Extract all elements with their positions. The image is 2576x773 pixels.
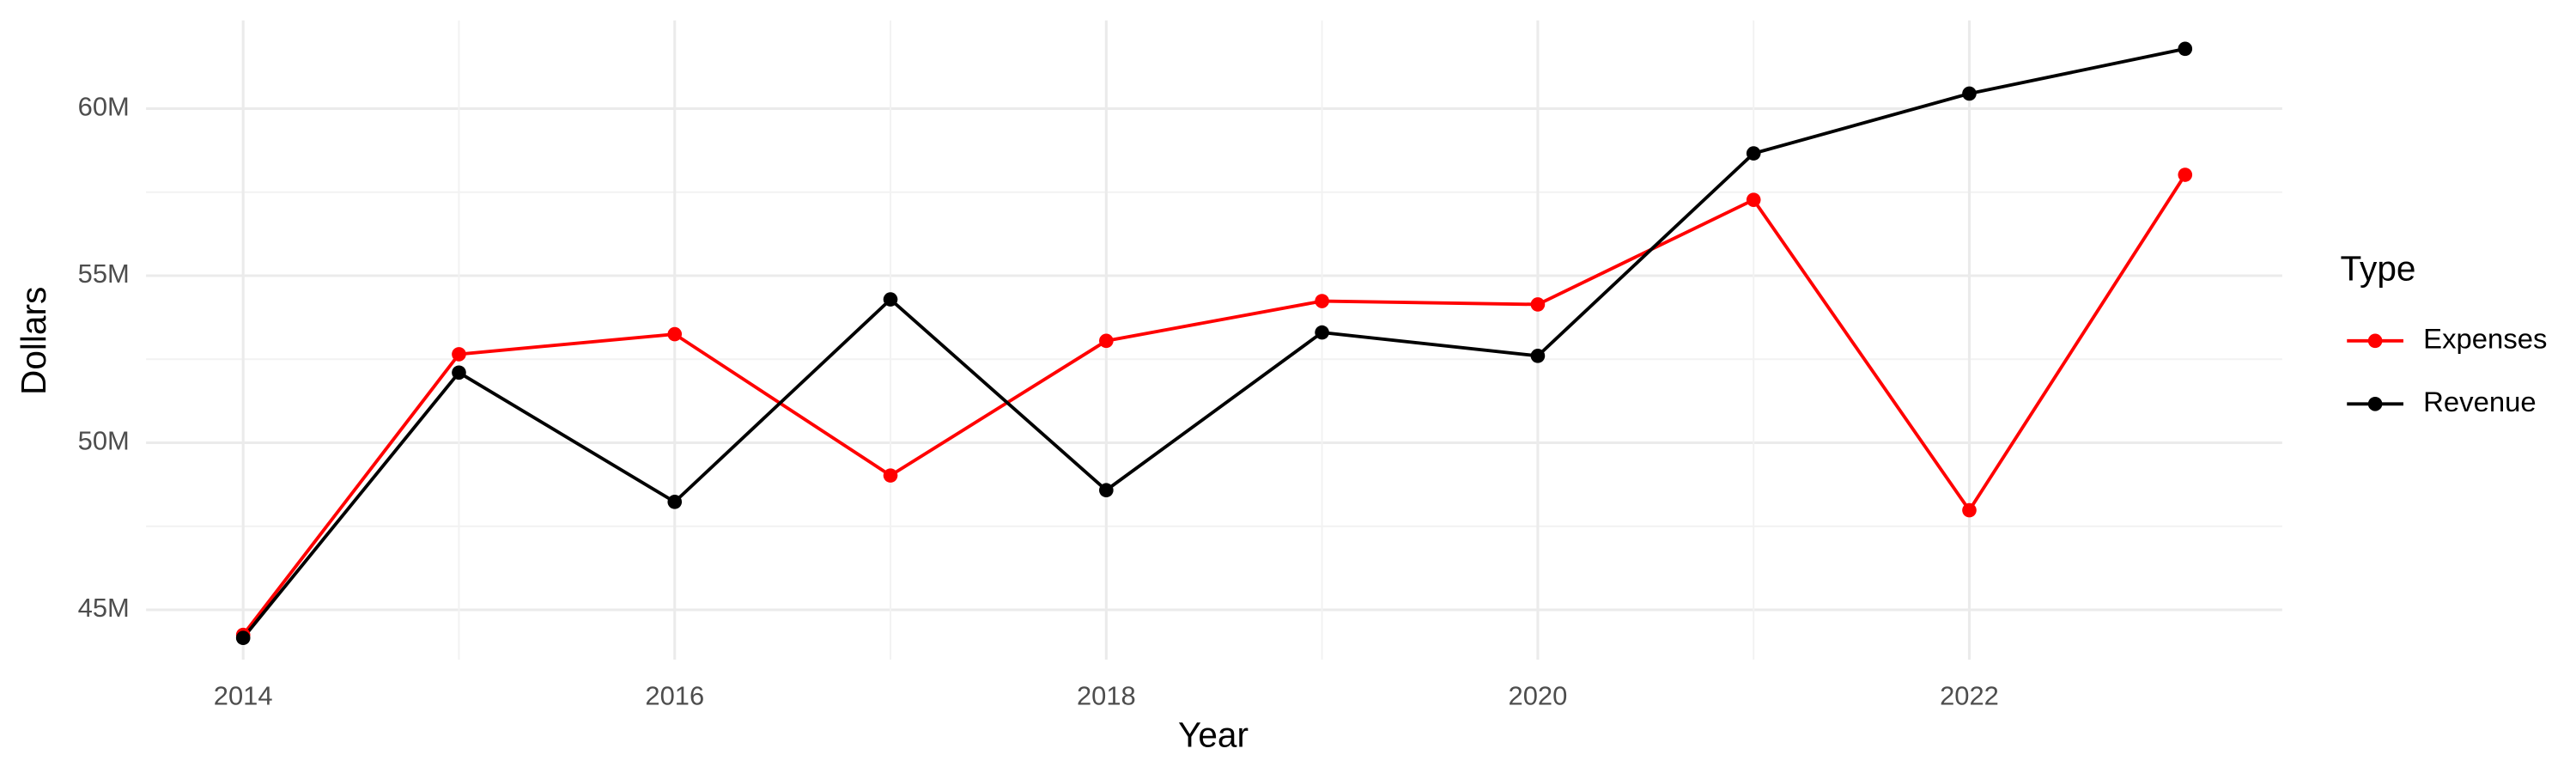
legend-key-point [2367, 396, 2383, 411]
y-axis-title: Dollars [14, 287, 53, 395]
point [1746, 192, 1761, 207]
x-tick-label: 2018 [1077, 681, 1136, 711]
plot [235, 41, 2193, 646]
x-tick-label: 2022 [1940, 681, 1999, 711]
point [883, 292, 898, 307]
y-tick-label: 45M [78, 593, 130, 623]
legend-label: Revenue [2423, 386, 2537, 417]
legend-label: Expenses [2423, 323, 2547, 355]
point [667, 326, 683, 342]
x-tick-label: 2016 [645, 681, 704, 711]
legend-key-point [2367, 333, 2383, 349]
point [1099, 333, 1114, 349]
point [2178, 167, 2193, 182]
line [241, 173, 2187, 636]
point [235, 630, 251, 646]
y-tick-label: 55M [78, 259, 130, 289]
point [1746, 146, 1761, 161]
legend: Type Expenses Revenue [2341, 248, 2548, 417]
grid: 45M 50M 55M 60M 2014 2016 2018 2020 2022 [78, 20, 2282, 711]
point [667, 495, 683, 509]
point [452, 347, 466, 362]
point [1099, 483, 1114, 498]
point [1530, 349, 1546, 363]
line [241, 46, 2186, 639]
legend-title: Type [2341, 248, 2416, 288]
point [1962, 502, 1977, 518]
y-tick-label: 50M [78, 426, 130, 456]
y-tick-label: 60M [78, 92, 130, 122]
point [883, 468, 898, 483]
point [1962, 86, 1977, 101]
x-tick-label: 2020 [1509, 681, 1568, 711]
point [1315, 325, 1329, 340]
point [1530, 297, 1546, 312]
point [1315, 294, 1329, 308]
x-tick-label: 2014 [214, 681, 273, 711]
x-axis-title: Year [1178, 715, 1249, 755]
point [2178, 41, 2193, 57]
point [452, 365, 466, 380]
